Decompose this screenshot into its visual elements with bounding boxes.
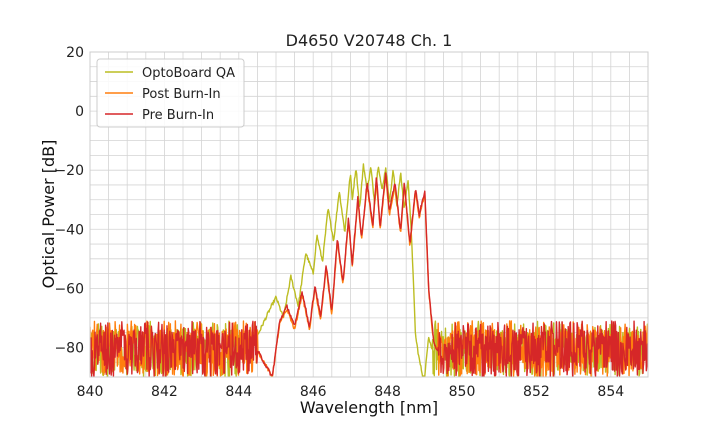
y-tick-label: −40 bbox=[54, 222, 84, 238]
y-tick-label: −80 bbox=[54, 340, 84, 356]
plot-frame bbox=[89, 51, 649, 378]
x-axis-label: Wavelength [nm] bbox=[300, 398, 438, 417]
x-tick-label: 846 bbox=[300, 384, 327, 400]
legend-entry-label: Post Burn-In bbox=[142, 87, 221, 102]
y-axis-ticks: 20 0 −20 −40 −60 −80 bbox=[54, 45, 84, 356]
x-tick-label: 854 bbox=[597, 384, 624, 400]
legend-entry-label: OptoBoard QA bbox=[142, 66, 235, 81]
legend: OptoBoard QA Post Burn-In Pre Burn-In bbox=[96, 58, 245, 128]
legend-entry-label: Pre Burn-In bbox=[142, 108, 214, 123]
y-tick-label: −60 bbox=[54, 281, 84, 297]
y-tick-label: 20 bbox=[66, 45, 84, 61]
x-tick-label: 840 bbox=[77, 384, 104, 400]
y-tick-label: 0 bbox=[75, 104, 84, 120]
legend-box bbox=[96, 58, 245, 128]
y-axis-label: Optical Power [dB] bbox=[39, 140, 58, 289]
x-tick-label: 850 bbox=[449, 384, 476, 400]
y-tick-label: −20 bbox=[54, 163, 84, 179]
x-tick-label: 848 bbox=[374, 384, 401, 400]
x-tick-label: 844 bbox=[225, 384, 252, 400]
chart-title: D4650 V20748 Ch. 1 bbox=[286, 31, 453, 50]
x-axis-ticks: 840 842 844 846 848 850 852 854 bbox=[77, 384, 625, 400]
x-tick-label: 852 bbox=[523, 384, 550, 400]
series-layer bbox=[90, 163, 648, 377]
x-tick-label: 842 bbox=[151, 384, 178, 400]
series-line bbox=[90, 172, 648, 377]
